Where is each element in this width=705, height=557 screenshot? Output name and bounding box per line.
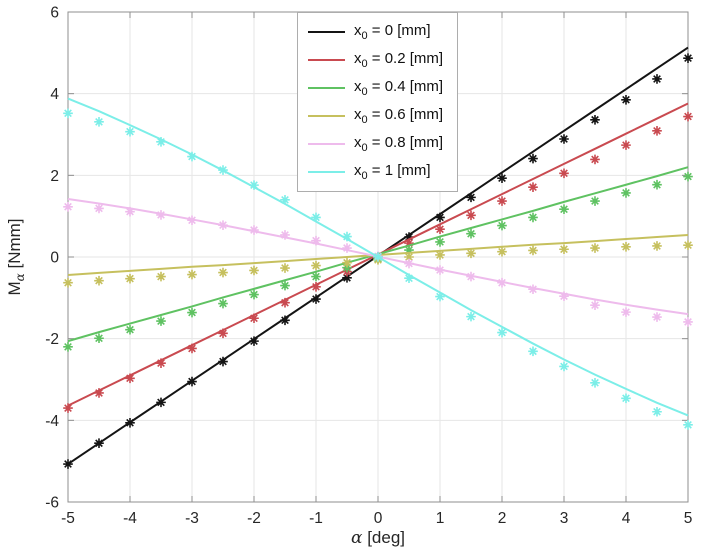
series-markers-0 — [63, 53, 693, 469]
y-tick-label: -4 — [45, 413, 59, 430]
legend-line-sample — [308, 58, 345, 62]
series-markers-5 — [63, 108, 693, 430]
y-tick-label: -2 — [45, 331, 59, 348]
y-tick-label: 2 — [50, 168, 59, 185]
x-tick-label: -2 — [247, 510, 261, 527]
legend-entry-5: x0 = 1 [mm] — [298, 159, 457, 185]
legend-label: x0 = 0.2 [mm] — [354, 50, 444, 70]
y-axis-main: M — [4, 281, 24, 296]
x-axis-unit: [deg] — [362, 528, 406, 547]
x-tick-label: 2 — [498, 510, 507, 527]
legend-label: x0 = 0.4 [mm] — [354, 78, 444, 98]
y-tick-label: -6 — [45, 495, 59, 512]
series-markers-3 — [63, 240, 693, 288]
legend-line-sample — [308, 114, 345, 118]
x-tick-label: 3 — [560, 510, 569, 527]
y-tick-label: 0 — [50, 250, 59, 267]
legend-label: x0 = 0.6 [mm] — [354, 106, 444, 126]
legend-label: x0 = 1 [mm] — [354, 162, 431, 182]
x-tick-label: -4 — [123, 510, 137, 527]
series-markers-4 — [63, 201, 693, 327]
legend-entry-4: x0 = 0.8 [mm] — [298, 131, 457, 157]
legend-entry-1: x0 = 0.2 [mm] — [298, 47, 457, 73]
series-markers-2 — [63, 171, 693, 352]
legend-line-sample — [308, 170, 345, 174]
legend-entry-0: x0 = 0 [mm] — [298, 19, 457, 45]
x-tick-label: -5 — [61, 510, 75, 527]
x-tick-label: 1 — [436, 510, 445, 527]
legend-entry-2: x0 = 0.4 [mm] — [298, 75, 457, 101]
x-axis-symbol: α — [350, 528, 363, 548]
x-tick-label: 0 — [374, 510, 383, 527]
y-axis-sub: α — [13, 273, 28, 282]
legend-line-sample — [308, 142, 345, 146]
x-axis-label: α [deg] — [351, 528, 405, 548]
x-tick-label: 5 — [684, 510, 693, 527]
y-tick-label: 6 — [50, 5, 59, 22]
legend: x0 = 0 [mm] x0 = 0.2 [mm] x0 = 0.4 [mm] x0 … — [297, 12, 458, 192]
x-tick-label: 4 — [622, 510, 631, 527]
legend-line-sample — [308, 30, 345, 34]
y-axis-unit: [Nmm] — [4, 218, 24, 274]
legend-label: x0 = 0.8 [mm] — [354, 134, 444, 154]
legend-line-sample — [308, 86, 345, 90]
legend-label: x0 = 0 [mm] — [354, 22, 431, 42]
legend-entry-3: x0 = 0.6 [mm] — [298, 103, 457, 129]
y-tick-label: 4 — [50, 86, 59, 103]
x-tick-label: -1 — [309, 510, 323, 527]
y-axis-label: Mα [Nmm] — [5, 218, 27, 295]
x-tick-label: -3 — [185, 510, 199, 527]
